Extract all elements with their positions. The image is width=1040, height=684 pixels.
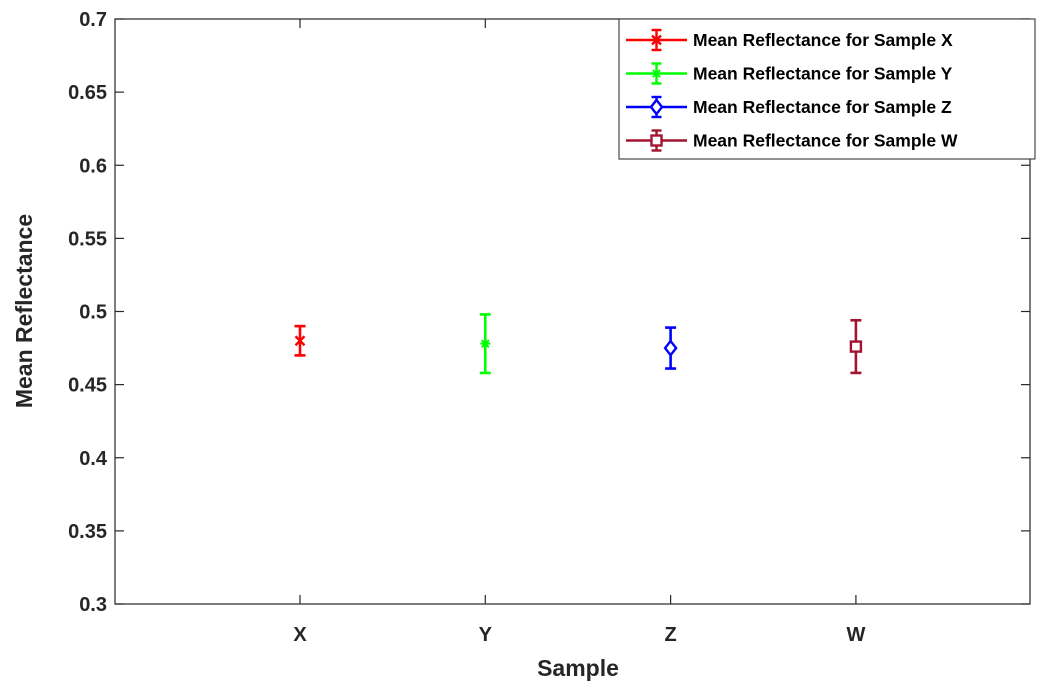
marker-asterisk (480, 338, 491, 349)
legend-entry: Mean Reflectance for Sample Y (626, 62, 953, 85)
y-tick-label: 0.7 (79, 9, 107, 31)
y-tick-label: 0.3 (79, 594, 107, 616)
legend-box (618, 18, 1036, 160)
legend-entry: Mean Reflectance for Sample W (626, 129, 958, 152)
marker-square (650, 134, 663, 147)
y-tick-label: 0.65 (68, 82, 107, 104)
y-tick-label: 0.5 (79, 302, 107, 324)
y-tick-label: 0.55 (68, 228, 107, 250)
marker-x-cross (294, 335, 306, 347)
y-tick-label: 0.6 (79, 155, 107, 177)
legend-entry: Mean Reflectance for Sample X (626, 28, 953, 52)
y-axis-title: Mean Reflectance (11, 214, 37, 408)
x-axis-title: Sample (537, 655, 619, 681)
data-point-x (294, 324, 306, 357)
legend-label: Mean Reflectance for Sample W (693, 131, 958, 151)
y-tick-label: 0.4 (79, 448, 108, 470)
legend-label: Mean Reflectance for Sample X (693, 30, 953, 50)
data-marks (294, 313, 863, 375)
legend-label: Mean Reflectance for Sample Z (693, 97, 952, 117)
marker-x-cross (651, 34, 662, 46)
marker-asterisk (651, 68, 662, 79)
y-tick-label: 0.45 (68, 375, 107, 397)
legend: Mean Reflectance for Sample X Mean Reflec… (618, 18, 1036, 160)
plot-frame (114, 18, 1031, 605)
data-point-z (663, 326, 678, 370)
tick-labels: 0.3 0.35 0.4 0.45 0.5 0.55 0.6 0.65 0.7 X Y Z W (68, 9, 865, 646)
marker-diamond (649, 98, 664, 116)
x-tick-label: Y (479, 624, 493, 646)
x-tick-label: Z (664, 624, 676, 646)
data-point-w (849, 318, 863, 375)
x-tick-label: W (846, 624, 865, 646)
legend-entry: Mean Reflectance for Sample Z (626, 95, 952, 119)
x-tick-label: X (293, 624, 307, 646)
marker-square (849, 340, 863, 353)
data-point-y (479, 313, 491, 375)
legend-label: Mean Reflectance for Sample Y (693, 64, 953, 84)
marker-diamond (663, 339, 678, 358)
y-tick-label: 0.35 (68, 521, 107, 543)
